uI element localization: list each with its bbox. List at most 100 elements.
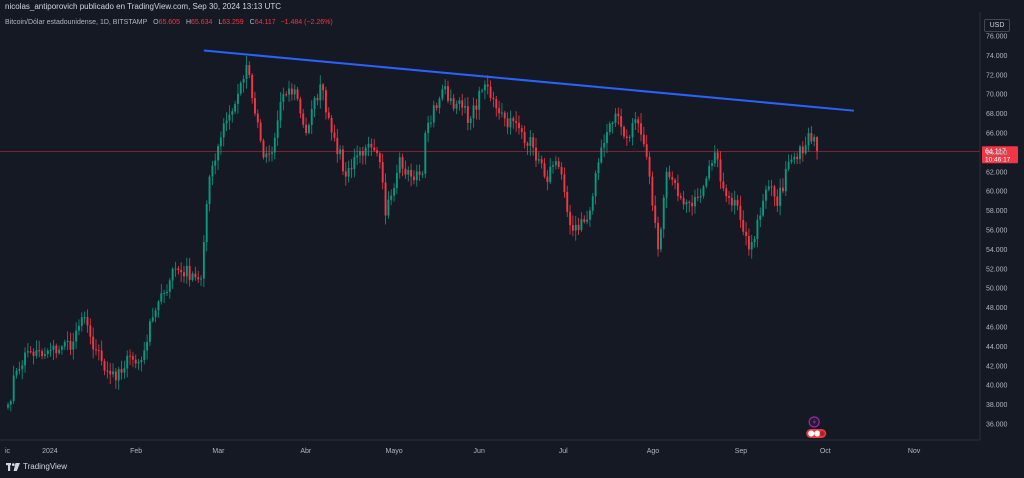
candle-body: [461, 100, 464, 108]
candle-body: [393, 188, 396, 196]
candle-body: [353, 157, 356, 170]
candle-body: [691, 202, 694, 207]
candle-body: [730, 197, 733, 206]
candle-body: [747, 236, 750, 250]
candle-body: [685, 201, 688, 205]
price-tick-label: 58.000: [986, 208, 1008, 215]
candle-body: [503, 112, 506, 119]
candle-body: [228, 114, 231, 121]
candle-body: [489, 86, 492, 98]
candle-body: [475, 105, 478, 110]
candle-body: [753, 239, 756, 243]
candle-body: [75, 330, 78, 342]
candle-body: [384, 182, 387, 216]
candle-body: [166, 291, 168, 294]
candle-body: [32, 351, 35, 356]
candle-body: [398, 157, 401, 173]
candle-body: [202, 241, 205, 279]
candle-body: [97, 350, 100, 352]
candle-body: [464, 106, 466, 108]
candle-body: [12, 375, 15, 402]
candle-body: [148, 321, 151, 342]
candle-body: [217, 146, 220, 161]
candle-body: [134, 359, 137, 364]
candle-body: [282, 94, 285, 102]
candle-body: [154, 310, 157, 318]
price-tick-label: 46.000: [986, 325, 1008, 332]
candle-body: [288, 88, 290, 95]
close-value: 64.117: [254, 19, 276, 26]
price-tick-label: 68.000: [986, 111, 1008, 118]
candle-body: [265, 153, 268, 158]
candle-body: [305, 124, 308, 133]
candle-body: [699, 196, 702, 198]
candle-body: [597, 162, 600, 174]
candle-body: [395, 172, 398, 189]
candle-body: [634, 119, 637, 124]
time-tick-label: Jun: [474, 448, 485, 455]
tradingview-brand[interactable]: TradingView: [6, 462, 67, 471]
candle-body: [60, 346, 63, 350]
candle-body: [472, 105, 475, 119]
candle-body: [506, 118, 509, 128]
resistance-trendline[interactable]: [203, 49, 855, 112]
candle-body: [617, 113, 620, 117]
candle-body: [764, 189, 767, 201]
candle-body: [52, 345, 55, 350]
candle-body: [214, 160, 217, 166]
candle-body: [245, 65, 248, 79]
candle-body: [307, 124, 310, 133]
candle-body: [739, 205, 742, 220]
candle-body: [554, 161, 557, 166]
candle-body: [586, 219, 589, 222]
candle-body: [273, 137, 276, 153]
candle-body: [415, 171, 418, 181]
candle-body: [319, 84, 322, 101]
candle-body: [725, 188, 728, 197]
candle-body: [776, 196, 779, 206]
candle-body: [625, 136, 628, 138]
candle-body: [330, 117, 333, 133]
candle-body: [21, 365, 24, 370]
currency-button[interactable]: USD: [984, 19, 1010, 32]
candle-body: [702, 186, 705, 197]
price-tick-label: 72.000: [986, 72, 1008, 79]
candle-body: [322, 84, 325, 91]
open-value: 65.605: [158, 19, 180, 26]
candle-body: [679, 196, 682, 199]
candle-body: [719, 159, 722, 182]
candle-body: [370, 143, 373, 148]
price-tick-label: 42.000: [986, 363, 1008, 370]
candle-body: [412, 176, 415, 181]
candle-body: [378, 153, 381, 163]
symbol-title[interactable]: Bitcoin/Dólar estadounidense, 1D, BITSTA…: [5, 19, 148, 26]
candle-body: [401, 157, 404, 169]
candle-body: [151, 317, 154, 322]
time-tick-label: Mar: [212, 448, 225, 455]
candle-body: [571, 225, 574, 231]
candle-body: [759, 215, 762, 220]
candle-body: [83, 317, 86, 319]
candle-body: [577, 224, 580, 230]
price-tick-label: 56.000: [986, 228, 1008, 235]
candle-body: [580, 219, 583, 230]
candle-body: [356, 155, 359, 158]
candle-body: [756, 219, 759, 240]
candle-body: [427, 122, 430, 133]
candle-body: [100, 350, 103, 361]
candle-body: [180, 270, 183, 273]
lightning-icon[interactable]: [808, 416, 820, 428]
candle-body: [211, 165, 214, 177]
candle-body: [455, 103, 458, 109]
candle-body: [682, 198, 685, 205]
candle-body: [603, 143, 606, 148]
price-tick-label: 66.000: [986, 131, 1008, 138]
bar-countdown: 10:46:17: [985, 156, 1011, 163]
candle-body: [72, 341, 75, 350]
time-tick-label: 2024: [42, 448, 58, 455]
candle-body: [197, 277, 200, 280]
flag-icon[interactable]: [806, 429, 827, 438]
candle-body: [645, 144, 648, 157]
change-value: −1.484 (−2.26%): [280, 19, 333, 26]
